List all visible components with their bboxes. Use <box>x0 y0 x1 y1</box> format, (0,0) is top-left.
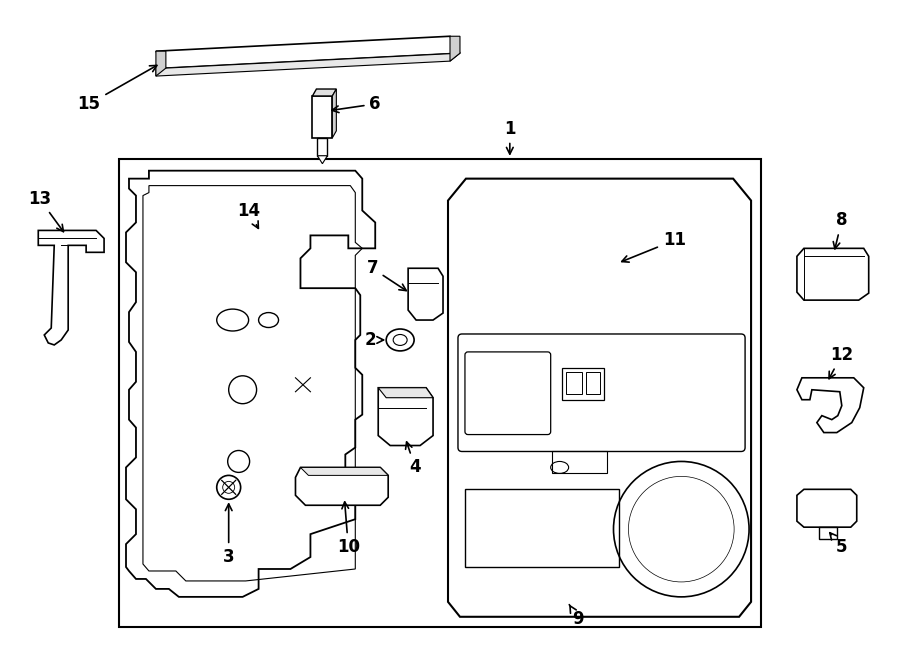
Bar <box>552 451 607 473</box>
Polygon shape <box>156 53 460 76</box>
Text: 6: 6 <box>332 95 381 113</box>
Polygon shape <box>332 89 337 137</box>
Polygon shape <box>301 467 388 475</box>
Text: 5: 5 <box>830 533 848 556</box>
Text: 2: 2 <box>364 331 383 349</box>
Text: 9: 9 <box>569 605 583 628</box>
Ellipse shape <box>217 475 240 499</box>
Bar <box>318 137 328 156</box>
Bar <box>312 96 332 137</box>
Polygon shape <box>39 231 104 345</box>
Polygon shape <box>126 171 375 597</box>
Text: 15: 15 <box>77 65 157 113</box>
Bar <box>586 372 599 394</box>
Bar <box>119 159 761 627</box>
Polygon shape <box>318 156 328 164</box>
Text: 11: 11 <box>622 231 686 262</box>
Text: 3: 3 <box>223 504 235 566</box>
Bar <box>565 372 581 394</box>
Polygon shape <box>295 467 388 505</box>
Text: 12: 12 <box>829 346 853 379</box>
Polygon shape <box>312 89 337 96</box>
Text: 8: 8 <box>833 212 848 249</box>
Bar <box>562 368 604 400</box>
Text: 10: 10 <box>337 502 360 556</box>
Text: 4: 4 <box>406 442 421 477</box>
Ellipse shape <box>386 329 414 351</box>
Text: 1: 1 <box>504 120 516 154</box>
Bar <box>465 489 619 567</box>
Polygon shape <box>540 258 644 270</box>
Text: 13: 13 <box>28 190 64 231</box>
Polygon shape <box>520 564 615 606</box>
Polygon shape <box>378 388 433 398</box>
Polygon shape <box>796 378 864 432</box>
Polygon shape <box>532 258 644 310</box>
Polygon shape <box>448 178 752 617</box>
Polygon shape <box>156 51 166 76</box>
Text: 14: 14 <box>237 202 260 228</box>
Text: 7: 7 <box>366 259 406 291</box>
Polygon shape <box>408 268 443 320</box>
Polygon shape <box>156 36 460 68</box>
Polygon shape <box>378 388 433 446</box>
Polygon shape <box>796 489 857 527</box>
Polygon shape <box>796 249 868 300</box>
Polygon shape <box>450 36 460 61</box>
Polygon shape <box>520 564 615 574</box>
Bar <box>819 527 837 539</box>
FancyBboxPatch shape <box>458 334 745 451</box>
